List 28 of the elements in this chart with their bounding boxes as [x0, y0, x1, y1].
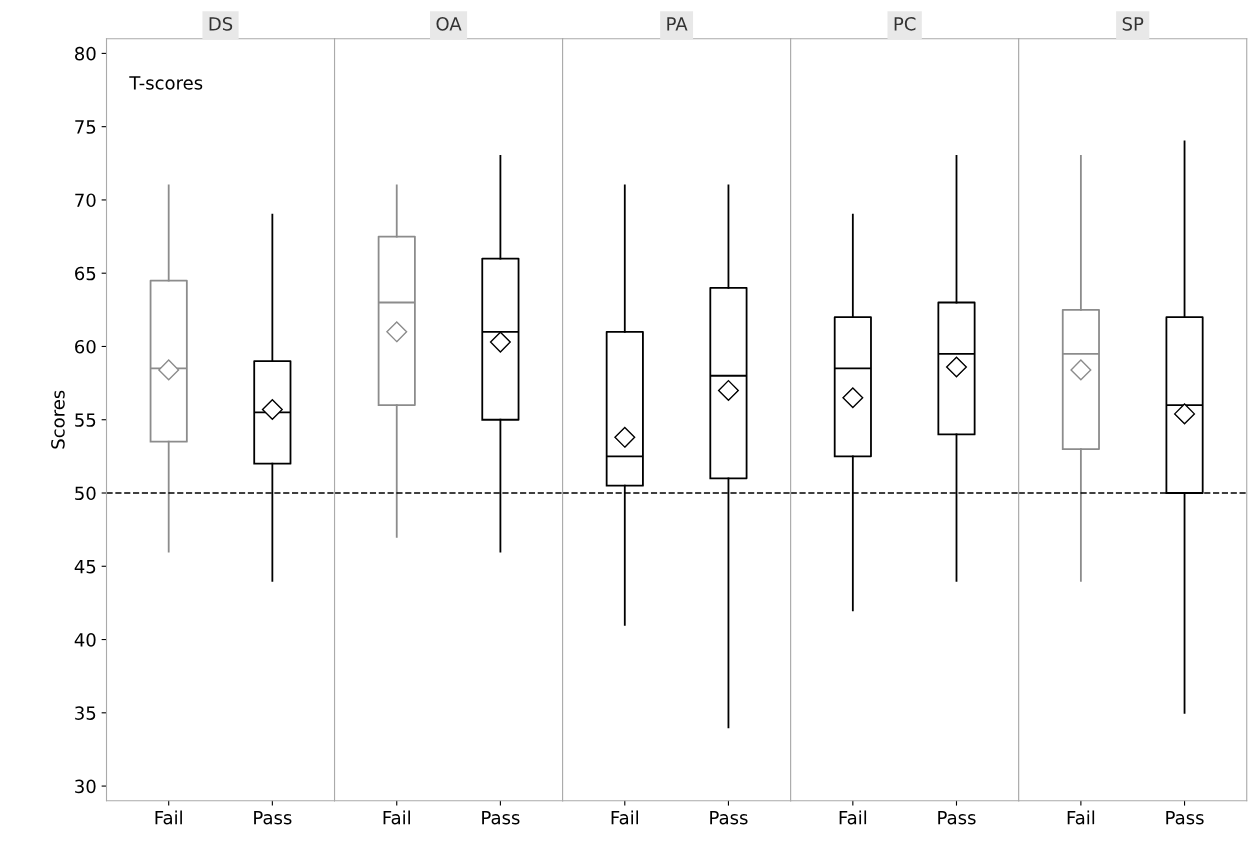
y-tick-label: 65 [75, 266, 96, 281]
x-tick-label: Pass [254, 811, 292, 825]
y-tick-label: 40 [74, 633, 96, 647]
x-tick-label: Fail [1067, 810, 1095, 825]
chart-title: SP [1122, 17, 1144, 31]
chart-title: DS [209, 17, 233, 31]
x-tick-label: Pass [482, 811, 520, 825]
x-tick-label: Fail [383, 810, 410, 825]
y-axis-title: Scores [51, 390, 65, 449]
y-tick-label: 45 [74, 559, 96, 574]
x-tick-label: Fail [839, 810, 867, 825]
y-tick-label: 55 [75, 413, 96, 427]
chart-title: PA [667, 17, 688, 31]
annotation: T-scores [129, 76, 203, 90]
chart-title: PC [894, 17, 916, 31]
chart-title: OA [436, 17, 462, 31]
x-tick-label: Fail [611, 810, 639, 825]
x-tick-label: Pass [710, 811, 748, 825]
y-tick-label: 35 [75, 706, 96, 720]
x-tick-label: Pass [938, 811, 976, 825]
x-tick-label: Fail [155, 810, 182, 825]
y-tick-label: 75 [75, 120, 96, 134]
y-tick-label: 30 [75, 779, 96, 794]
y-tick-label: 60 [75, 339, 96, 354]
y-tick-label: 80 [75, 46, 96, 61]
y-tick-label: 50 [75, 486, 96, 501]
y-tick-label: 70 [75, 193, 96, 208]
x-tick-label: Pass [1166, 811, 1204, 825]
